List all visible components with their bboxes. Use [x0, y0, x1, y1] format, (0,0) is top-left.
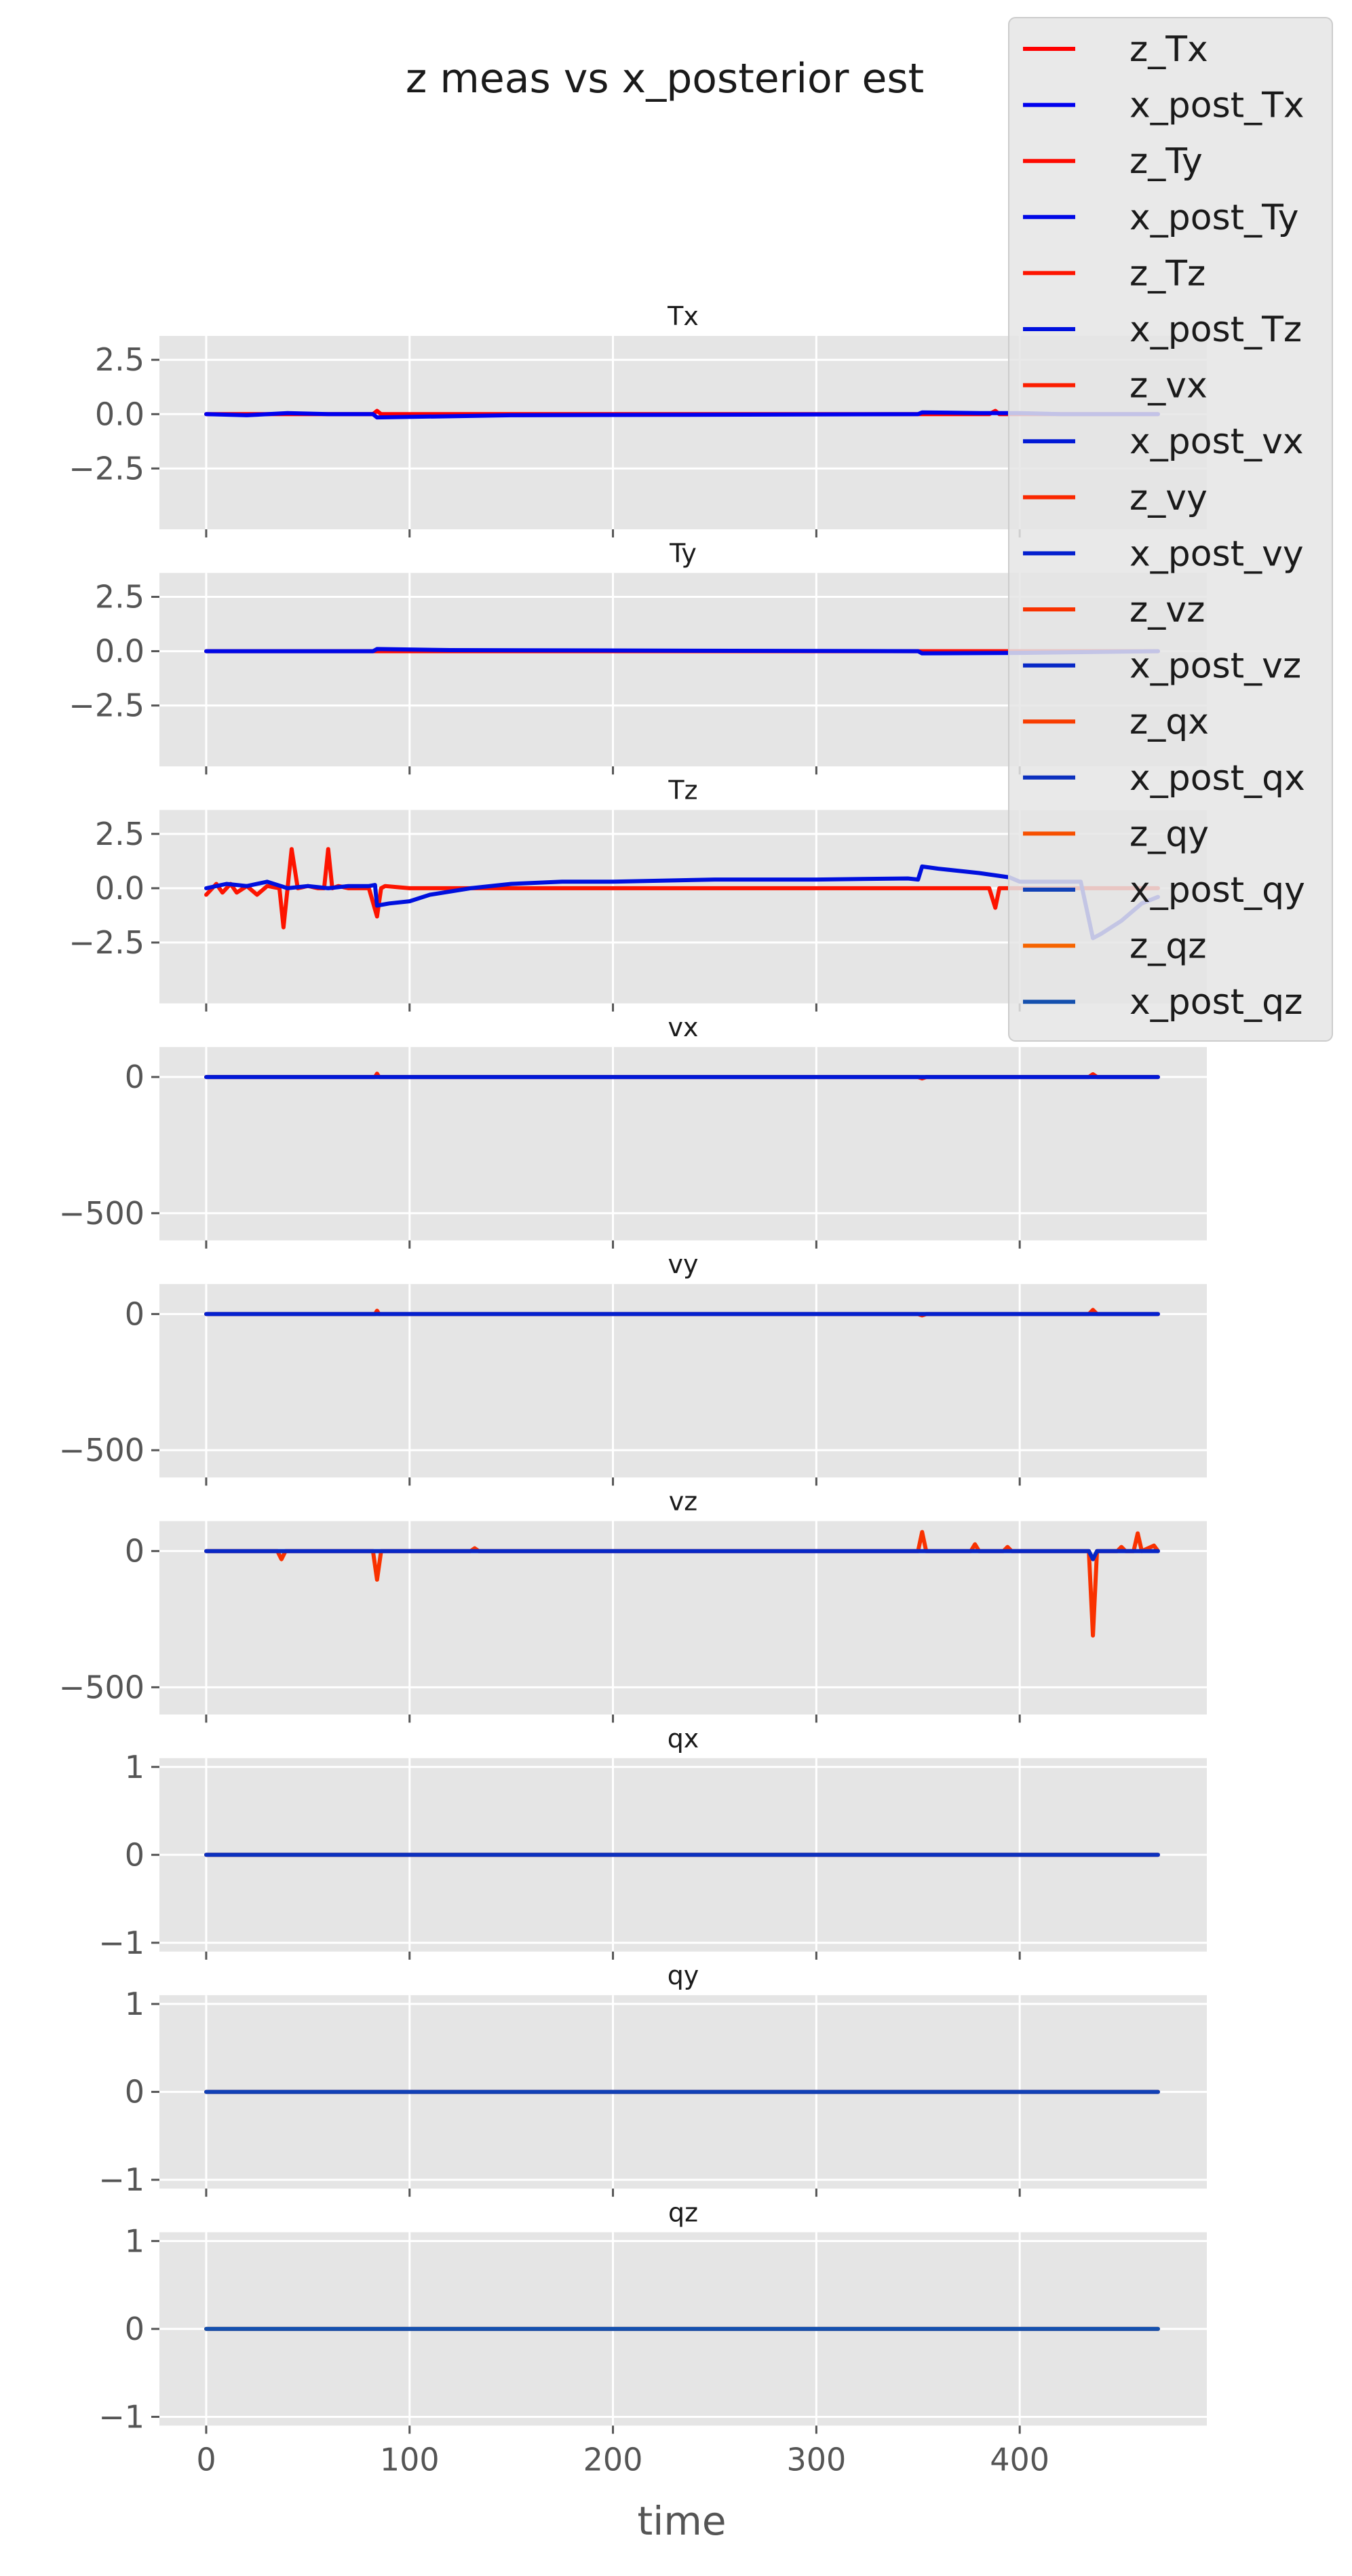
legend-box — [1008, 17, 1333, 1042]
subplot-title: vy — [668, 1249, 699, 1279]
legend-entry: z_qy — [1129, 814, 1209, 854]
subplot-title: Tx — [667, 301, 699, 331]
series-line-Ty-1 — [204, 647, 1160, 656]
y-tick-label: 2.5 — [95, 579, 144, 615]
y-tick-label: 0.0 — [95, 870, 144, 907]
y-tick-label: 2.5 — [95, 341, 144, 378]
y-tick-label: −500 — [59, 1195, 144, 1232]
subplot-qx: 1 0 −1 qx — [98, 1724, 1207, 1961]
y-tick-label: 0 — [125, 1836, 144, 1873]
subplot-title: qz — [668, 2197, 698, 2227]
legend-entry: z_vz — [1129, 590, 1205, 630]
x-tick-label: 100 — [380, 2441, 440, 2478]
legend-entry: z_qx — [1129, 702, 1209, 742]
legend-entry: x_post_qz — [1129, 982, 1302, 1023]
subplot-qy: 1 0 −1 qy — [98, 1961, 1207, 2198]
legend-entry: x_post_Tx — [1129, 86, 1305, 126]
x-tick-label: 300 — [786, 2441, 846, 2478]
y-tick-label: 0.0 — [95, 396, 144, 432]
y-tick-label: 0 — [125, 1059, 144, 1095]
legend-entry: x_post_vy — [1129, 533, 1304, 574]
subplot-background — [159, 1284, 1207, 1478]
series-line-vz-1 — [204, 1549, 1160, 1561]
x-tick-label: 200 — [583, 2441, 643, 2478]
subplot-vx: 0 −500 vx — [59, 1012, 1207, 1249]
y-tick-label: −500 — [59, 1669, 144, 1705]
subplot-background — [159, 1521, 1207, 1715]
legend-entry: x_post_vx — [1129, 421, 1304, 462]
subplot-title: Ty — [669, 538, 697, 568]
x-tick-label: 400 — [990, 2441, 1049, 2478]
series-line-Tz-0 — [204, 847, 1160, 930]
legend-entry: z_Tx — [1129, 29, 1208, 70]
y-tick-label: 0 — [125, 2074, 144, 2110]
legend-entry: z_vy — [1129, 478, 1208, 518]
y-tick-label: 1 — [125, 1986, 144, 2022]
y-tick-label: −1 — [98, 2161, 144, 2198]
y-tick-label: 0.0 — [95, 633, 144, 670]
legend-entry: x_post_qx — [1129, 758, 1305, 799]
subplot-title: Tz — [668, 776, 697, 806]
subplot-vz: 0 −500 vz — [59, 1487, 1207, 1723]
y-tick-label: −2.5 — [69, 687, 144, 724]
y-tick-label: −2.5 — [69, 924, 144, 961]
subplot-title: vz — [669, 1487, 697, 1517]
legend-entry: z_qz — [1129, 926, 1207, 967]
x-tick-label: 0 — [196, 2441, 216, 2478]
y-tick-label: −1 — [98, 1925, 144, 1961]
subplot-title: qx — [668, 1724, 699, 1754]
y-tick-label: 0 — [125, 2311, 144, 2347]
figure-title: z meas vs x_posterior est — [406, 55, 924, 102]
y-tick-label: 0 — [125, 1533, 144, 1570]
legend: z_Tx x_post_Tx z_Ty x_post_Ty z_Tz x_post_Tzz… — [1008, 17, 1333, 1042]
subplot-background — [159, 1046, 1207, 1240]
legend-entry: x_post_qy — [1129, 870, 1305, 911]
subplot-vy: 0 −500 vy — [59, 1249, 1207, 1486]
subplot-title: vx — [668, 1012, 699, 1042]
y-tick-label: 2.5 — [95, 816, 144, 852]
legend-entry: x_post_Ty — [1129, 197, 1299, 238]
legend-entry: x_post_vz — [1129, 646, 1301, 687]
x-axis-label: time — [637, 2498, 726, 2544]
subplot-title: qy — [668, 1961, 699, 1990]
legend-entry: x_post_Tz — [1129, 309, 1302, 350]
subplot-qz: 1 0 −1 qz — [98, 2197, 1207, 2435]
y-tick-label: −500 — [59, 1432, 144, 1469]
y-tick-label: −2.5 — [69, 450, 144, 487]
legend-entry: z_Tz — [1129, 253, 1205, 294]
y-tick-label: 1 — [125, 2222, 144, 2259]
y-tick-label: 0 — [125, 1295, 144, 1332]
y-tick-label: −1 — [98, 2398, 144, 2435]
legend-entry: z_vx — [1129, 366, 1208, 406]
y-tick-label: 1 — [125, 1749, 144, 1785]
legend-entry: z_Ty — [1129, 141, 1203, 182]
